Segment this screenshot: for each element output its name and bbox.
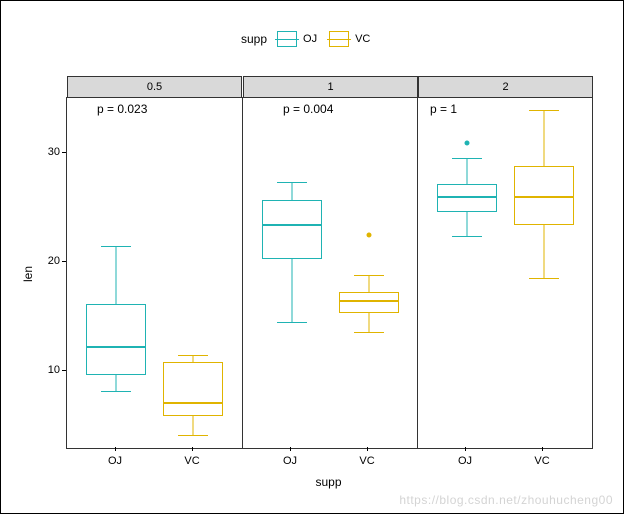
legend-key-vc	[329, 31, 349, 47]
y-tick-mark	[62, 261, 66, 262]
y-axis-title: len	[21, 266, 35, 282]
boxplot-whisker	[467, 212, 468, 236]
boxplot-median	[86, 346, 146, 348]
boxplot-cap	[277, 182, 307, 183]
boxplot-outlier	[465, 140, 470, 145]
boxplot-whisker	[193, 416, 194, 435]
boxplot-outlier	[367, 232, 372, 237]
legend: supp OJ VC	[241, 31, 376, 47]
boxplot-whisker	[369, 275, 370, 291]
boxplot-whisker	[369, 313, 370, 332]
facet-strip: 0.5	[67, 76, 242, 98]
plot-area: 0.5p = 0.0231p = 0.0042p = 1	[66, 97, 593, 449]
y-tick-mark	[62, 152, 66, 153]
figure: suppOJVC0.5p = 0.0231p = 0.0042p = 11020…	[0, 0, 624, 514]
boxplot-cap	[452, 158, 482, 159]
x-tick-mark	[290, 447, 291, 451]
boxplot-median	[339, 300, 399, 302]
boxplot-cap	[354, 275, 384, 276]
boxplot-box	[339, 292, 399, 314]
facet-panel: 2p = 1	[417, 98, 593, 448]
p-value-label: p = 0.023	[97, 102, 147, 116]
boxplot-median	[262, 224, 322, 226]
y-tick-label: 10	[30, 364, 60, 376]
facet-strip: 2	[418, 76, 593, 98]
p-value-label: p = 0.004	[283, 102, 333, 116]
x-tick-label: OJ	[108, 455, 122, 467]
boxplot-whisker	[544, 225, 545, 279]
x-tick-label: VC	[359, 455, 374, 467]
boxplot-cap	[354, 332, 384, 333]
boxplot-median	[437, 196, 497, 198]
y-tick-mark	[62, 370, 66, 371]
y-tick-label: 30	[30, 146, 60, 158]
boxplot-median	[514, 196, 574, 198]
x-tick-mark	[542, 447, 543, 451]
boxplot-whisker	[116, 246, 117, 304]
x-tick-label: OJ	[458, 455, 472, 467]
boxplot-cap	[277, 322, 307, 323]
boxplot-cap	[178, 355, 208, 356]
boxplot-box	[86, 304, 146, 375]
boxplot-whisker	[467, 158, 468, 184]
x-tick-mark	[192, 447, 193, 451]
x-tick-label: VC	[184, 455, 199, 467]
legend-label-vc: VC	[355, 33, 370, 45]
x-tick-label: VC	[534, 455, 549, 467]
legend-label-oj: OJ	[303, 33, 317, 45]
boxplot-box	[163, 362, 223, 417]
boxplot-cap	[529, 278, 559, 279]
boxplot-box	[437, 184, 497, 211]
boxplot-box	[262, 200, 322, 259]
boxplot-cap	[529, 110, 559, 111]
boxplot-box	[514, 166, 574, 225]
facet-strip: 1	[243, 76, 418, 98]
boxplot-whisker	[544, 110, 545, 166]
boxplot-whisker	[116, 375, 117, 391]
x-tick-label: OJ	[283, 455, 297, 467]
facet-panel: 0.5p = 0.023	[67, 98, 242, 448]
x-tick-mark	[465, 447, 466, 451]
boxplot-cap	[101, 246, 131, 247]
x-axis-title: supp	[315, 475, 341, 489]
boxplot-cap	[452, 236, 482, 237]
legend-title: supp	[241, 32, 267, 46]
watermark: https://blog.csdn.net/zhouhucheng00	[399, 493, 613, 507]
legend-key-oj	[277, 31, 297, 47]
boxplot-whisker	[292, 259, 293, 322]
boxplot-whisker	[292, 182, 293, 200]
p-value-label: p = 1	[430, 102, 457, 116]
x-tick-mark	[115, 447, 116, 451]
x-tick-mark	[367, 447, 368, 451]
facet-panel: 1p = 0.004	[242, 98, 418, 448]
boxplot-median	[163, 402, 223, 404]
boxplot-cap	[101, 391, 131, 392]
boxplot-cap	[178, 435, 208, 436]
